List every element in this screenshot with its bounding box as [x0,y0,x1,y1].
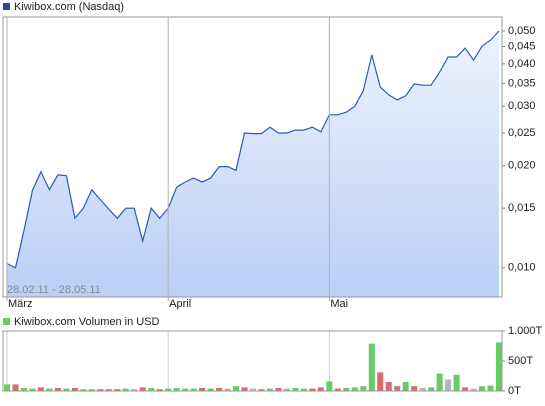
legend-swatch [3,3,10,10]
volume-bar [29,388,36,391]
volume-bar [165,388,172,391]
volume-bar [199,388,206,391]
volume-bar [453,374,460,391]
legend-label: Kiwibox.com Volumen in USD [14,316,160,328]
volume-bar [233,386,240,391]
volume-bar [309,388,316,391]
volume-bar [428,387,435,391]
y-tick-label: 0T [508,385,521,397]
volume-bar [54,388,61,391]
volume-bar [46,388,53,391]
volume-bar [20,388,27,391]
volume-bar [436,373,443,391]
volume-bar [292,388,299,391]
volume-bar [207,388,214,391]
volume-bar [173,388,180,391]
volume-bar [148,388,155,391]
volume-bar [156,389,163,391]
volume-bar [300,388,307,391]
volume-bar [97,389,104,391]
volume-bar [343,388,350,391]
volume-bar [445,379,452,391]
volume-bar [317,387,324,391]
y-tick-label: 500T [508,355,533,367]
price-line [6,30,500,269]
volume-bar [71,388,78,391]
y-tick-label: 0,010 [508,262,536,274]
volume-bar [402,382,409,391]
volume-bar [487,385,494,391]
legend-label: Kiwibox.com (Nasdaq) [14,1,124,13]
x-tick-label: April [169,298,191,310]
volume-bar [334,388,341,391]
volume-bar [266,388,273,391]
volume-bar [368,343,375,391]
volume-bar [190,388,197,391]
volume-bar [37,387,44,391]
volume-bar [351,387,358,391]
volume-bar [122,388,129,391]
y-tick-label: 0,025 [508,127,536,139]
volume-bar [275,388,282,391]
volume-bar [470,388,477,391]
y-tick-label: 0,015 [508,202,536,214]
volume-bar [360,386,367,391]
volume-bar [114,389,121,391]
x-tick-label: März [8,298,32,310]
volume-bar [250,388,256,391]
volume-bar [139,387,146,391]
y-tick-label: 0,035 [508,77,536,89]
volume-bar [385,382,392,391]
volume-bar [394,386,401,391]
y-tick-label: 0,040 [508,58,536,70]
volume-bar [377,372,384,391]
volume-bar [12,384,19,391]
legend-swatch [3,318,10,325]
volume-bar [241,387,248,391]
area-fill [7,31,499,297]
volume-bar [105,389,112,391]
x-tick-label: Mai [330,298,348,310]
plot-frame [2,330,503,392]
volume-bar [88,389,95,391]
date-range: 28.02.11 - 28.05.11 [7,284,101,296]
plot-frame [2,16,503,298]
volume-bar [63,388,70,391]
volume-bar [80,389,87,391]
y-tick-label: 0,020 [508,160,536,172]
y-tick-label: 0,045 [508,40,536,52]
y-tick-label: 0,050 [508,25,536,37]
volume-bar [326,381,333,391]
volume-bar [216,388,223,391]
volume-bar [4,384,10,391]
volume-bar [496,342,502,391]
volume-bar [419,388,426,391]
volume-bar [479,386,486,391]
volume-bar [258,389,265,391]
volume-bar [182,388,189,391]
y-tick-label: 1.000T [508,325,543,337]
volume-bar [131,389,138,391]
volume-bar [224,388,231,391]
y-tick-label: 0,030 [508,100,536,112]
volume-bar [411,386,418,391]
volume-bar [462,387,469,391]
volume-bar [283,388,290,391]
